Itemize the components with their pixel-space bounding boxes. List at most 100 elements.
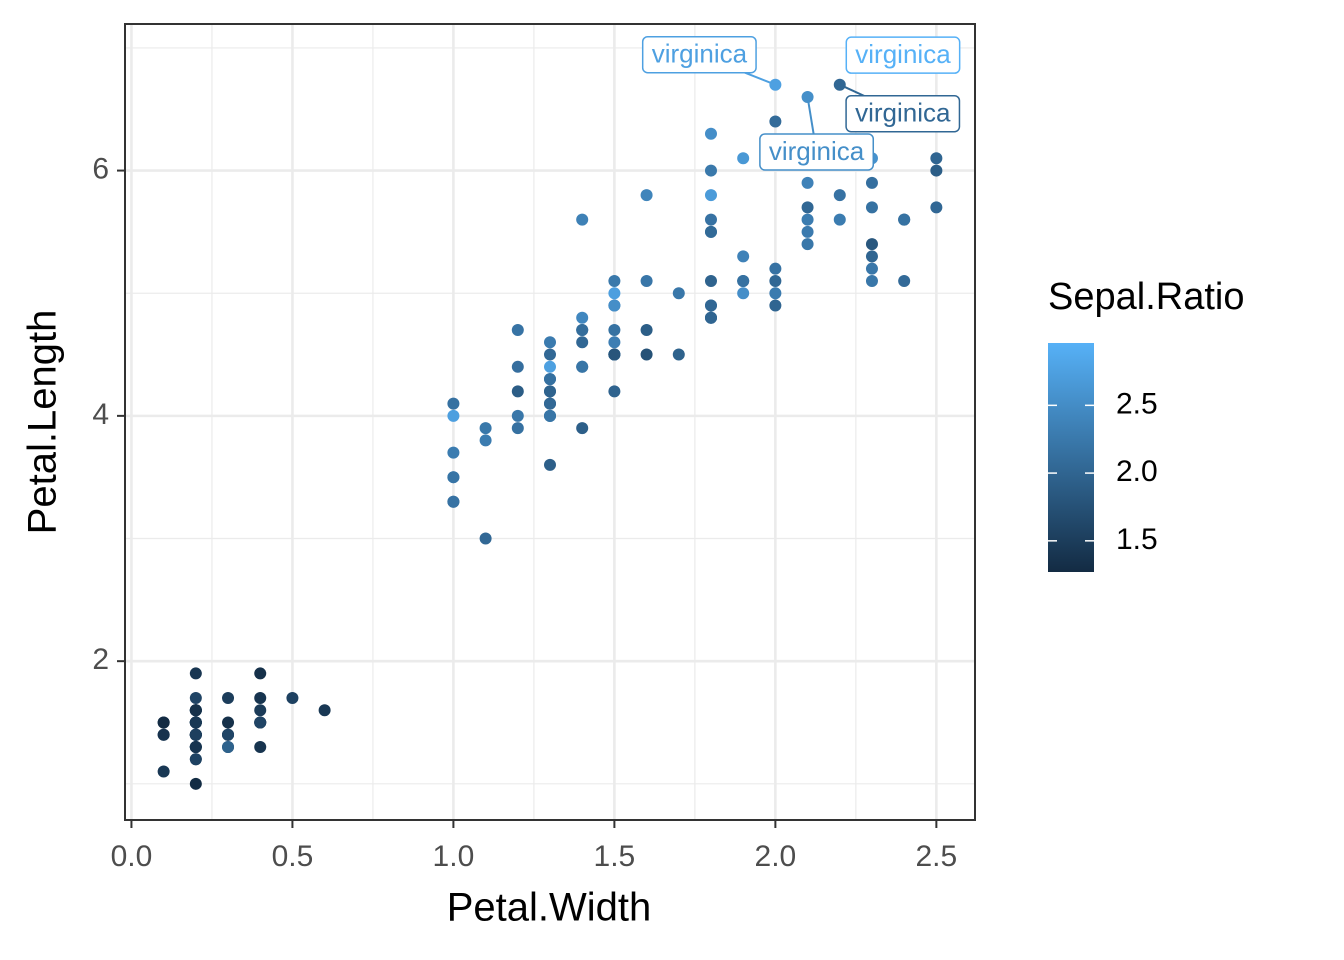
point bbox=[801, 225, 814, 238]
point-label: virginica bbox=[845, 36, 961, 74]
point bbox=[833, 189, 846, 202]
point bbox=[769, 274, 782, 287]
point bbox=[447, 446, 460, 459]
label-text: virginica bbox=[769, 136, 865, 166]
panel-border bbox=[124, 23, 976, 821]
legend-tick-label: 2.0 bbox=[1116, 455, 1158, 488]
point bbox=[704, 213, 717, 226]
point bbox=[737, 152, 750, 165]
point bbox=[737, 287, 750, 300]
point bbox=[544, 409, 556, 422]
point bbox=[801, 238, 814, 251]
x-axis-label: Petal.Width bbox=[447, 886, 652, 930]
point bbox=[704, 189, 717, 202]
legend-tick-label: 1.5 bbox=[1116, 523, 1158, 556]
point bbox=[447, 495, 460, 508]
point bbox=[704, 225, 717, 238]
point bbox=[318, 704, 331, 717]
label-box bbox=[759, 133, 875, 171]
point bbox=[511, 385, 524, 398]
point bbox=[254, 667, 267, 680]
point bbox=[254, 716, 267, 729]
point bbox=[898, 274, 911, 287]
point bbox=[769, 262, 782, 275]
point bbox=[640, 324, 653, 337]
point bbox=[157, 728, 170, 741]
point bbox=[930, 201, 943, 214]
point bbox=[672, 348, 685, 361]
point bbox=[801, 201, 814, 214]
point bbox=[704, 164, 717, 177]
point bbox=[608, 348, 621, 361]
point bbox=[511, 422, 524, 435]
point bbox=[737, 274, 750, 287]
point bbox=[447, 471, 460, 484]
legend-title: Sepal.Ratio bbox=[1048, 276, 1244, 318]
y-tick-label: 2 bbox=[92, 643, 109, 676]
point bbox=[576, 213, 589, 226]
point-label: virginica bbox=[759, 133, 875, 171]
x-tick-label: 1.5 bbox=[594, 840, 636, 873]
point bbox=[222, 691, 235, 704]
label-text: virginica bbox=[855, 98, 951, 128]
point bbox=[930, 164, 943, 177]
point bbox=[576, 311, 589, 324]
point bbox=[576, 360, 589, 373]
point bbox=[801, 213, 814, 226]
point bbox=[189, 667, 202, 680]
point bbox=[833, 213, 846, 226]
point bbox=[672, 287, 685, 300]
point bbox=[447, 409, 460, 422]
point bbox=[865, 176, 878, 189]
point bbox=[189, 741, 202, 754]
point bbox=[865, 262, 878, 275]
point bbox=[479, 434, 492, 447]
point bbox=[576, 422, 589, 435]
y-tick-label: 4 bbox=[92, 398, 109, 431]
point bbox=[189, 777, 202, 790]
point bbox=[157, 716, 170, 729]
point bbox=[704, 299, 717, 312]
label-text: virginica bbox=[855, 39, 951, 69]
point bbox=[865, 201, 878, 214]
point bbox=[769, 115, 782, 128]
point bbox=[608, 287, 621, 300]
colorbar bbox=[1048, 343, 1094, 572]
legend-tick-label: 2.5 bbox=[1116, 387, 1158, 420]
point bbox=[286, 691, 299, 704]
x-tick-label: 0.5 bbox=[272, 840, 314, 873]
y-axis-label: Petal.Length bbox=[21, 310, 65, 535]
point bbox=[189, 728, 202, 741]
point bbox=[479, 422, 492, 435]
point bbox=[640, 189, 653, 202]
point bbox=[447, 397, 460, 410]
point bbox=[737, 250, 750, 263]
point bbox=[608, 274, 621, 287]
point bbox=[544, 336, 556, 349]
point bbox=[511, 324, 524, 337]
point bbox=[544, 397, 556, 410]
point bbox=[769, 299, 782, 312]
point bbox=[608, 299, 621, 312]
point bbox=[544, 385, 556, 398]
point bbox=[930, 152, 943, 165]
point bbox=[189, 691, 202, 704]
point bbox=[511, 360, 524, 373]
x-tick-label: 2.5 bbox=[916, 840, 958, 873]
point bbox=[254, 704, 267, 717]
x-tick-label: 2.0 bbox=[755, 840, 797, 873]
point bbox=[576, 336, 589, 349]
point bbox=[608, 336, 621, 349]
point bbox=[898, 213, 911, 226]
point bbox=[189, 753, 202, 766]
point bbox=[865, 274, 878, 287]
point bbox=[511, 409, 524, 422]
point bbox=[640, 348, 653, 361]
point bbox=[544, 348, 556, 361]
label-box bbox=[845, 94, 961, 133]
point bbox=[544, 373, 556, 386]
point bbox=[254, 691, 267, 704]
point bbox=[254, 741, 267, 754]
point bbox=[608, 385, 621, 398]
